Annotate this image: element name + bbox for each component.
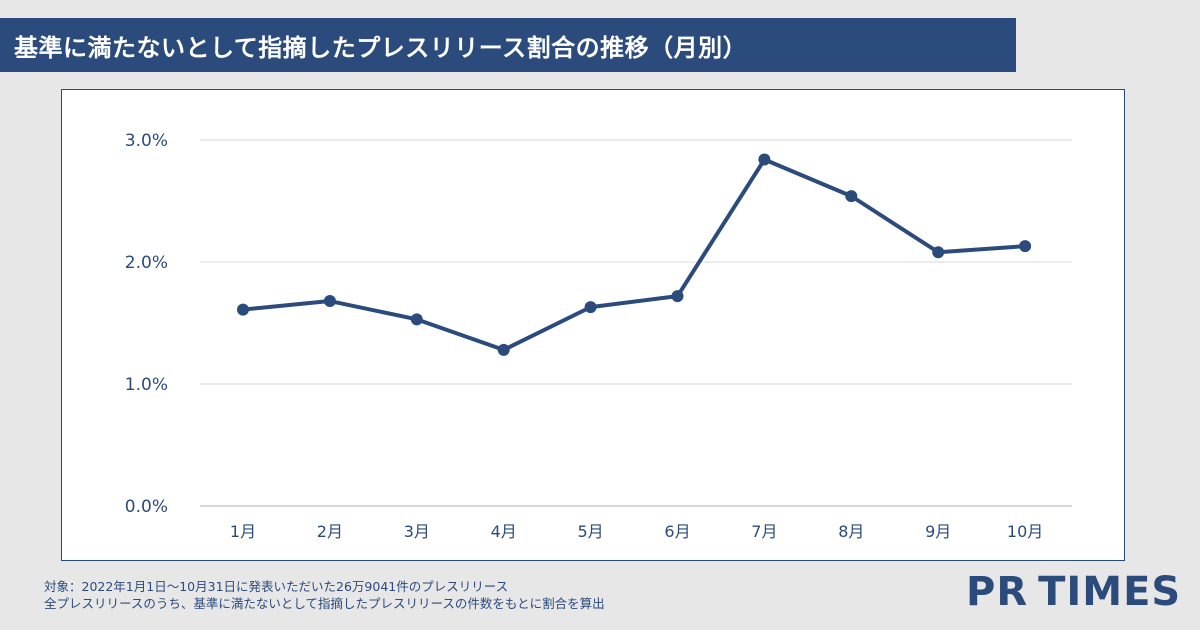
data-point bbox=[758, 153, 771, 166]
chart-title: 基準に満たないとして指摘したプレスリリース割合の推移（月別） bbox=[14, 33, 748, 62]
logo-text-times: TIMES bbox=[1038, 569, 1182, 615]
logo-text-pr: PR bbox=[966, 569, 1029, 615]
footnote-line-2: 全プレスリリースのうち、基準に満たないとして指摘したプレスリリースの件数をもとに… bbox=[44, 596, 605, 611]
data-point bbox=[410, 313, 423, 326]
y-tick-label: 0.0% bbox=[125, 497, 168, 517]
x-tick-label: 5月 bbox=[578, 522, 604, 541]
data-point bbox=[671, 290, 684, 303]
series-line bbox=[241, 157, 1028, 352]
y-tick-label: 2.0% bbox=[125, 253, 168, 273]
x-tick-label: 2月 bbox=[317, 522, 343, 541]
y-tick-label: 1.0% bbox=[125, 375, 168, 395]
x-tick-label: 1月 bbox=[230, 522, 256, 541]
pr-times-logo: PR TIMES bbox=[966, 567, 1181, 617]
data-point bbox=[1019, 240, 1032, 253]
x-tick-label: 6月 bbox=[664, 522, 690, 541]
x-tick-label: 3月 bbox=[404, 522, 430, 541]
data-point bbox=[323, 295, 336, 308]
x-tick-label: 10月 bbox=[1007, 522, 1043, 541]
data-point bbox=[497, 343, 510, 356]
y-tick-label: 3.0% bbox=[125, 131, 168, 151]
x-tick-label: 4月 bbox=[491, 522, 517, 541]
data-point bbox=[584, 301, 597, 314]
x-tick-label: 7月 bbox=[751, 522, 777, 541]
chart-panel: 0.0% 1.0% 2.0% 3.0% 1月 2月 3月 4月 5月 6月 7月 8月 9月 10月 bbox=[61, 89, 1125, 561]
data-point bbox=[932, 246, 945, 259]
x-tick-label: 8月 bbox=[838, 522, 864, 541]
data-point bbox=[845, 190, 858, 203]
footnote-line-1: 対象：2022年1月1日～10月31日に発表いただいた26万9041件のプレスリ… bbox=[44, 579, 509, 594]
line-chart: 0.0% 1.0% 2.0% 3.0% 1月 2月 3月 4月 5月 6月 7月 8月 9月 10月 bbox=[125, 131, 1072, 541]
chart-title-bar: 基準に満たないとして指摘したプレスリリース割合の推移（月別） bbox=[0, 18, 1016, 72]
x-tick-label: 9月 bbox=[925, 522, 951, 541]
data-point bbox=[237, 303, 249, 316]
footnote: 対象：2022年1月1日～10月31日に発表いただいた26万9041件のプレスリ… bbox=[44, 578, 605, 612]
